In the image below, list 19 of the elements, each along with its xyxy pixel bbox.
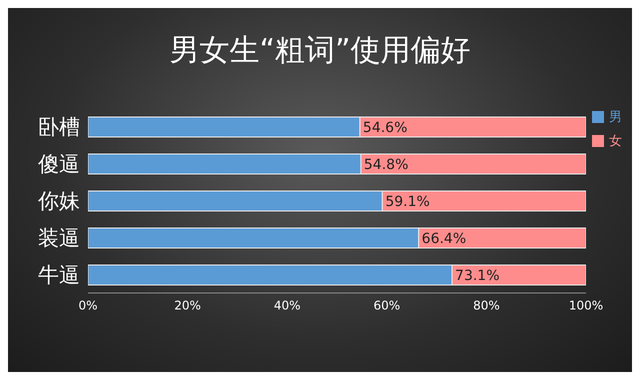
chart-title: 男女生“粗词”使用偏好 [168, 32, 472, 70]
y-tick-label: 卧槽 [38, 114, 80, 139]
x-tick-label: 40% [274, 298, 301, 313]
x-tick-label: 100% [568, 298, 604, 313]
x-tick-label: 0% [78, 298, 98, 313]
text: 男 [609, 109, 622, 126]
data-label: 54.8% [364, 156, 408, 173]
x-tick-label: 80% [473, 298, 500, 313]
data-label: 66.4% [422, 230, 466, 247]
x-tick-label: 60% [373, 298, 400, 313]
data-label: 73.1% [455, 268, 500, 284]
data-label: 54.6% [362, 120, 408, 136]
legend-label: 女 [609, 133, 622, 150]
y-tick-label: 装逼 [38, 226, 80, 250]
y-tick-label: 傻逼 [38, 152, 80, 176]
data-label: 59.1% [385, 194, 430, 210]
y-tick-label: 你妹 [37, 188, 80, 213]
x-tick-label: 20% [174, 298, 201, 313]
y-tick-label: 牛逼 [38, 262, 80, 287]
